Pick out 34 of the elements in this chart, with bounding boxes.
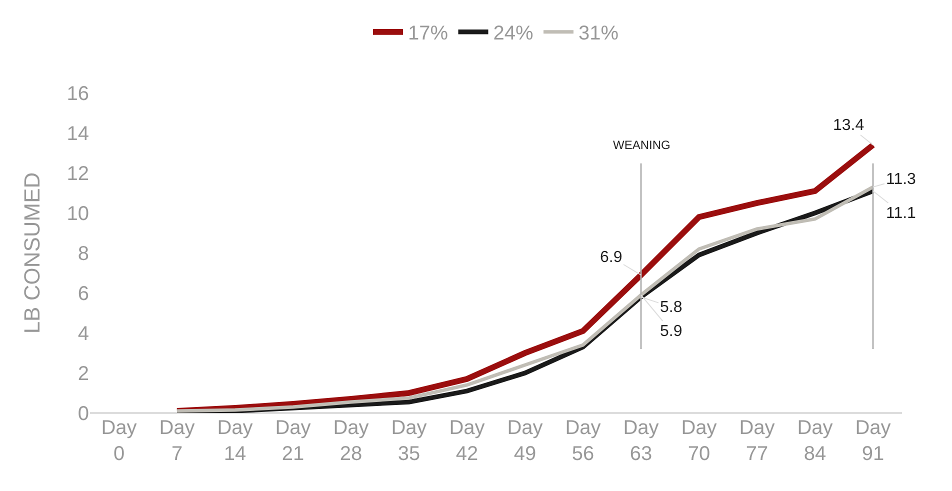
y-tick-label: 2 <box>78 363 89 385</box>
x-tick-label: Day 42 <box>449 417 485 465</box>
x-tick-label: Day 35 <box>391 417 427 465</box>
x-tick-label: Day 7 <box>159 417 195 465</box>
y-tick-label: 16 <box>66 83 89 105</box>
x-tick-label: Day 84 <box>797 417 833 465</box>
x-tick-label: Day 21 <box>275 417 311 465</box>
x-tick-label: Day 28 <box>333 417 369 465</box>
legend-label: 24% <box>493 22 534 45</box>
x-tick-label: Day 63 <box>623 417 659 465</box>
data-label: 13.4 <box>833 117 864 134</box>
data-label: 5.9 <box>660 323 682 340</box>
y-tick-label: 6 <box>78 283 89 305</box>
legend-label: 31% <box>578 22 619 45</box>
x-tick-label: Day 49 <box>507 417 543 465</box>
x-tick-label: Day 14 <box>217 417 253 465</box>
data-label: 11.1 <box>886 205 916 222</box>
y-tick-label: 8 <box>78 243 89 265</box>
y-tick-label: 4 <box>78 323 89 345</box>
data-label: 6.9 <box>600 249 622 266</box>
y-axis-title: LB CONSUMED <box>20 172 45 334</box>
ref-line-label: WEANING <box>613 138 670 152</box>
x-tick-label: Day 70 <box>681 417 717 465</box>
x-tick-label: Day 91 <box>855 417 891 465</box>
y-tick-label: 12 <box>66 163 89 185</box>
y-tick-label: 0 <box>78 403 89 425</box>
y-tick-label: 14 <box>66 123 89 145</box>
x-tick-label: Day 77 <box>739 417 775 465</box>
data-label: 5.8 <box>660 299 682 316</box>
x-tick-label: Day 0 <box>101 417 137 465</box>
legend-label: 17% <box>408 22 448 45</box>
data-label: 11.3 <box>886 171 916 188</box>
y-tick-label: 10 <box>66 203 89 225</box>
x-tick-label: Day 56 <box>565 417 601 465</box>
